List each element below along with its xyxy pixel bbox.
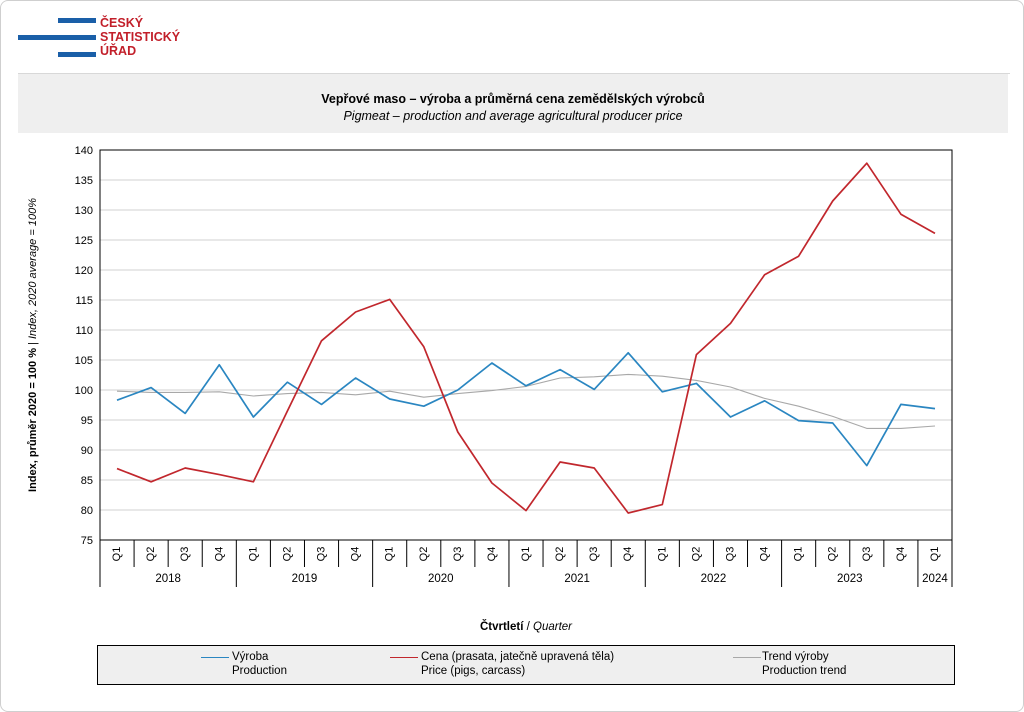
x-tick-label-quarter: Q4 bbox=[350, 547, 362, 562]
x-tick-label-quarter: Q2 bbox=[554, 547, 566, 562]
x-tick-label-year: 2022 bbox=[701, 573, 727, 585]
y-tick-label: 125 bbox=[75, 235, 93, 247]
x-tick-label-year: 2023 bbox=[837, 573, 863, 585]
y-axis-label: Index, průměr 2020 = 100 % | Index, 2020… bbox=[27, 198, 39, 492]
y-axis-label-en: Index, 2020 average = 100% bbox=[27, 198, 39, 339]
legend-label-production-en: Production bbox=[232, 665, 287, 677]
y-tick-label: 75 bbox=[81, 535, 93, 547]
chart-subtitle: Pigmeat – production and average agricul… bbox=[343, 109, 683, 123]
y-tick-label: 110 bbox=[75, 325, 93, 337]
logo-line-1: ČESKÝ bbox=[100, 16, 144, 30]
header-divider bbox=[18, 73, 1010, 74]
x-tick-label-quarter: Q2 bbox=[418, 547, 430, 562]
x-tick-label-quarter: Q3 bbox=[588, 547, 600, 562]
x-tick-label-quarter: Q2 bbox=[827, 547, 839, 562]
x-tick-label-year: 2021 bbox=[564, 573, 590, 585]
x-tick-label-quarter: Q3 bbox=[452, 547, 464, 562]
chart-title: Vepřové maso – výroba a průměrná cena ze… bbox=[321, 92, 705, 106]
y-tick-label: 130 bbox=[75, 205, 93, 217]
x-tick-label-quarter: Q4 bbox=[213, 547, 225, 562]
y-tick-label: 95 bbox=[81, 415, 93, 427]
legend-label-production: Výroba bbox=[232, 651, 269, 663]
legend-label-trend: Trend výroby bbox=[762, 651, 829, 663]
y-tick-label: 115 bbox=[75, 295, 93, 307]
y-tick-label: 90 bbox=[81, 445, 93, 457]
title-box: Vepřové maso – výroba a průměrná cena ze… bbox=[18, 74, 1008, 133]
x-axis-label-sep: / bbox=[523, 621, 533, 633]
y-axis-label-sep: | bbox=[27, 339, 39, 348]
x-tick-label-quarter: Q3 bbox=[861, 547, 873, 562]
y-tick-label: 85 bbox=[81, 475, 93, 487]
logo-line-3: ÚŘAD bbox=[100, 44, 137, 58]
x-tick-label-quarter: Q1 bbox=[384, 547, 396, 562]
legend: Výroba Production Cena (prasata, jatečně… bbox=[97, 645, 955, 685]
y-tick-label: 80 bbox=[81, 505, 93, 517]
y-axis-label-cz: Index, průměr 2020 = 100 % bbox=[27, 348, 39, 492]
series-line-0 bbox=[116, 351, 936, 467]
x-tick-label-quarter: Q1 bbox=[247, 547, 259, 562]
x-tick-label-quarter: Q1 bbox=[111, 547, 123, 562]
legend-label-price-en: Price (pigs, carcass) bbox=[421, 665, 526, 677]
y-tick-label: 100 bbox=[75, 385, 93, 397]
x-axis-label: Čtvrtletí / Quarter bbox=[480, 620, 573, 633]
x-tick-label-quarter: Q2 bbox=[281, 547, 293, 562]
logo-line-2: STATISTICKÝ bbox=[100, 30, 181, 44]
x-axis-label-en: Quarter bbox=[533, 621, 573, 633]
x-tick-label-year: 2020 bbox=[428, 573, 454, 585]
legend-item-production: Výroba Production bbox=[232, 650, 287, 678]
legend-swatch-production bbox=[201, 657, 229, 658]
x-tick-label-quarter: Q1 bbox=[520, 547, 532, 562]
x-tick-label-quarter: Q3 bbox=[179, 547, 191, 562]
x-tick-label-year: 2019 bbox=[292, 573, 318, 585]
x-tick-label-quarter: Q1 bbox=[793, 547, 805, 562]
legend-label-price: Cena (prasata, jatečně upravená těla) bbox=[421, 651, 615, 663]
x-tick-label-quarter: Q4 bbox=[622, 547, 634, 562]
x-axis-label-cz: Čtvrtletí bbox=[480, 620, 524, 633]
legend-swatch-price bbox=[390, 657, 418, 658]
legend-swatch-trend bbox=[733, 657, 761, 658]
x-tick-label-quarter: Q2 bbox=[690, 547, 702, 562]
x-tick-label-quarter: Q1 bbox=[656, 547, 668, 562]
y-tick-label: 105 bbox=[75, 355, 93, 367]
x-tick-label-quarter: Q3 bbox=[316, 547, 328, 562]
x-tick-label-year: 2024 bbox=[922, 573, 948, 585]
czso-logo: ČESKÝ STATISTICKÝ ÚŘAD bbox=[18, 16, 198, 60]
x-tick-label-year: 2018 bbox=[155, 573, 181, 585]
legend-item-price: Cena (prasata, jatečně upravená těla) Pr… bbox=[421, 650, 614, 678]
y-tick-label: 140 bbox=[75, 145, 93, 157]
legend-label-trend-en: Production trend bbox=[762, 665, 847, 677]
y-tick-label: 120 bbox=[75, 265, 93, 277]
x-tick-label-quarter: Q4 bbox=[759, 547, 771, 562]
series-line-1 bbox=[116, 162, 936, 514]
x-tick-label-quarter: Q4 bbox=[486, 547, 498, 562]
x-tick-label-quarter: Q3 bbox=[724, 547, 736, 562]
legend-item-trend: Trend výroby Production trend bbox=[762, 650, 846, 678]
y-tick-label: 135 bbox=[75, 175, 93, 187]
x-tick-label-quarter: Q2 bbox=[145, 547, 157, 562]
x-tick-label-quarter: Q4 bbox=[895, 547, 907, 562]
plot-frame bbox=[99, 149, 953, 541]
x-tick-label-quarter: Q1 bbox=[929, 547, 941, 562]
